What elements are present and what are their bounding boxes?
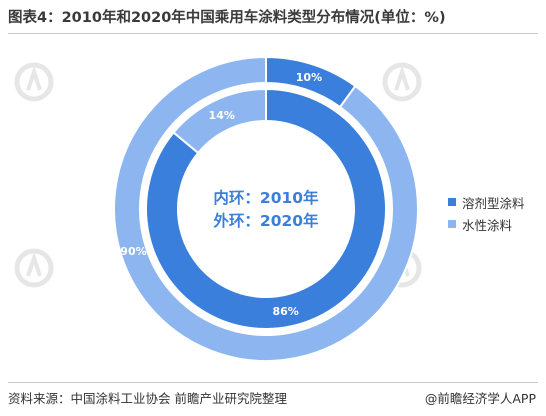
brand-text: @前瞻经济学人APP	[424, 391, 536, 406]
footer-divider	[8, 382, 538, 383]
center-text-inner: 内环：2010年	[213, 188, 319, 207]
legend-label-water: 水性涂料	[462, 217, 513, 233]
watermark-logo-icon	[14, 62, 54, 102]
legend-label-solvent: 溶剂型涂料	[462, 195, 525, 211]
center-text-outer: 外环：2020年	[213, 211, 319, 230]
watermark-logo-icon	[382, 62, 422, 102]
legend-swatch-water	[448, 220, 456, 228]
data-label-inner-solvent: 86%	[272, 305, 298, 318]
source-note: 资料来源：中国涂料工业协会 前瞻产业研究院整理	[8, 391, 287, 406]
chart-legend: 溶剂型涂料 水性涂料	[448, 191, 525, 235]
data-label-inner-water: 14%	[209, 109, 235, 122]
watermark-logo-icon	[14, 248, 54, 288]
legend-item-water: 水性涂料	[448, 213, 525, 235]
data-label-outer-water: 90%	[120, 245, 146, 258]
chart-title: 图表4：2010年和2020年中国乘用车涂料类型分布情况(单位：%)	[8, 10, 446, 26]
donut-slice-inner-water	[172, 87, 267, 155]
legend-item-solvent: 溶剂型涂料	[448, 191, 525, 213]
donut-slice-inner-solvent	[145, 87, 387, 330]
brand-credit: @前瞻经济学人APP	[425, 388, 536, 407]
title-divider	[8, 33, 538, 34]
donut-slice-outer-water	[113, 55, 419, 362]
data-label-outer-solvent: 10%	[296, 71, 322, 84]
legend-swatch-solvent	[448, 198, 456, 206]
